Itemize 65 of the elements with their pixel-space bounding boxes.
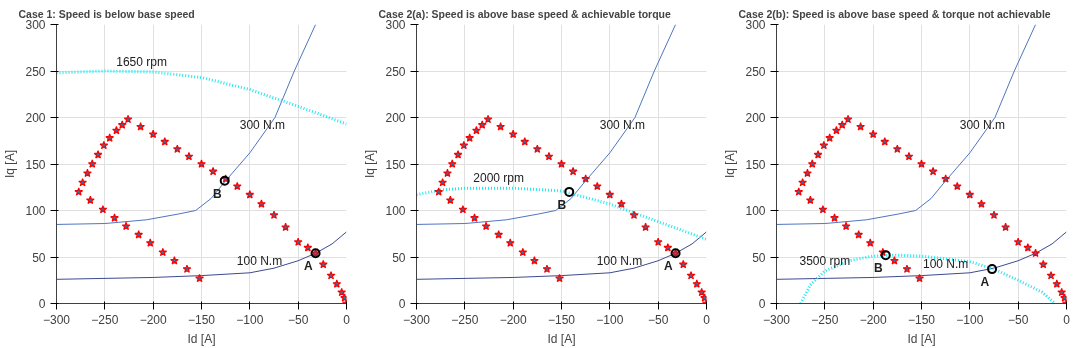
y-axis-title: Iq [A] xyxy=(3,149,18,179)
y-tick-label: 250 xyxy=(25,64,46,79)
x-tick-label: −150 xyxy=(187,312,216,327)
x-tick-label: −300 xyxy=(42,312,71,327)
y-tick-label: 300 xyxy=(745,18,766,32)
x-tick-label: −200 xyxy=(499,312,528,327)
y-tick-label: 150 xyxy=(25,157,46,172)
x-tick-label: −300 xyxy=(762,312,791,327)
y-tick-label: 250 xyxy=(385,64,406,79)
y-tick-label: 100 xyxy=(25,204,46,218)
annotation: 2000 rpm xyxy=(473,171,525,186)
chart-title: Case 1: Speed is below base speed xyxy=(18,7,195,20)
x-tick-label: −100 xyxy=(596,312,624,327)
x-tick-label: −100 xyxy=(956,312,984,327)
annotation: 1650 rpm xyxy=(116,54,167,69)
y-tick-label: 200 xyxy=(745,111,766,125)
annotation: 100 N.m xyxy=(596,253,643,268)
y-tick-label: 200 xyxy=(385,111,406,125)
y-tick-label: 300 xyxy=(25,18,46,32)
annotation: 100 N.m xyxy=(236,253,283,268)
y-tick-label: 150 xyxy=(385,157,406,172)
x-tick-label: −150 xyxy=(547,312,576,327)
x-tick-label: −150 xyxy=(907,312,936,327)
y-tick-label: 300 xyxy=(385,18,406,32)
chart-title: Case 2(b): Speed is above base speed & torque not achievable xyxy=(738,7,1051,20)
x-tick-label: −250 xyxy=(811,312,839,327)
x-tick-label: −200 xyxy=(859,312,888,327)
chart-title: Case 2(a): Speed is above base speed & achievable torque xyxy=(378,7,672,20)
x-tick-label: −200 xyxy=(139,312,168,327)
annotation: A xyxy=(303,259,313,274)
x-axis-title: Id [A] xyxy=(547,331,576,346)
annotation: 100 N.m xyxy=(922,256,969,271)
x-tick-label: −50 xyxy=(287,312,309,327)
x-axis-title: Id [A] xyxy=(907,331,936,346)
y-tick-label: 150 xyxy=(745,157,766,172)
y-tick-label: 100 xyxy=(385,204,406,218)
y-tick-label: 50 xyxy=(392,250,406,265)
x-tick-label: −50 xyxy=(647,312,669,327)
y-tick-label: 100 xyxy=(745,204,766,218)
x-tick-label: −100 xyxy=(236,312,264,327)
x-tick-label: 0 xyxy=(1063,312,1071,327)
x-tick-label: −250 xyxy=(451,312,479,327)
x-tick-label: 0 xyxy=(703,312,711,327)
annotation: B xyxy=(213,186,223,201)
y-tick-label: 0 xyxy=(38,297,46,311)
y-tick-label: 50 xyxy=(752,250,766,265)
annotation: 300 N.m xyxy=(239,118,286,133)
x-tick-label: −50 xyxy=(1007,312,1029,327)
annotation: 300 N.m xyxy=(599,118,646,133)
x-tick-label: 0 xyxy=(343,312,351,327)
annotation: A xyxy=(663,259,673,274)
y-tick-label: 0 xyxy=(398,297,406,311)
annotation: 3500 rpm xyxy=(799,253,851,268)
y-tick-label: 250 xyxy=(745,64,766,79)
annotation: A xyxy=(980,275,990,290)
y-axis-title: Iq [A] xyxy=(723,149,738,179)
annotation: 300 N.m xyxy=(959,118,1006,133)
y-tick-label: 200 xyxy=(25,111,46,125)
x-axis-title: Id [A] xyxy=(187,331,216,346)
y-tick-label: 50 xyxy=(32,250,46,265)
x-tick-label: −300 xyxy=(402,312,431,327)
y-tick-label: 0 xyxy=(758,297,766,311)
x-tick-label: −250 xyxy=(91,312,119,327)
y-axis-title: Iq [A] xyxy=(363,149,378,179)
annotation: B xyxy=(874,261,884,276)
